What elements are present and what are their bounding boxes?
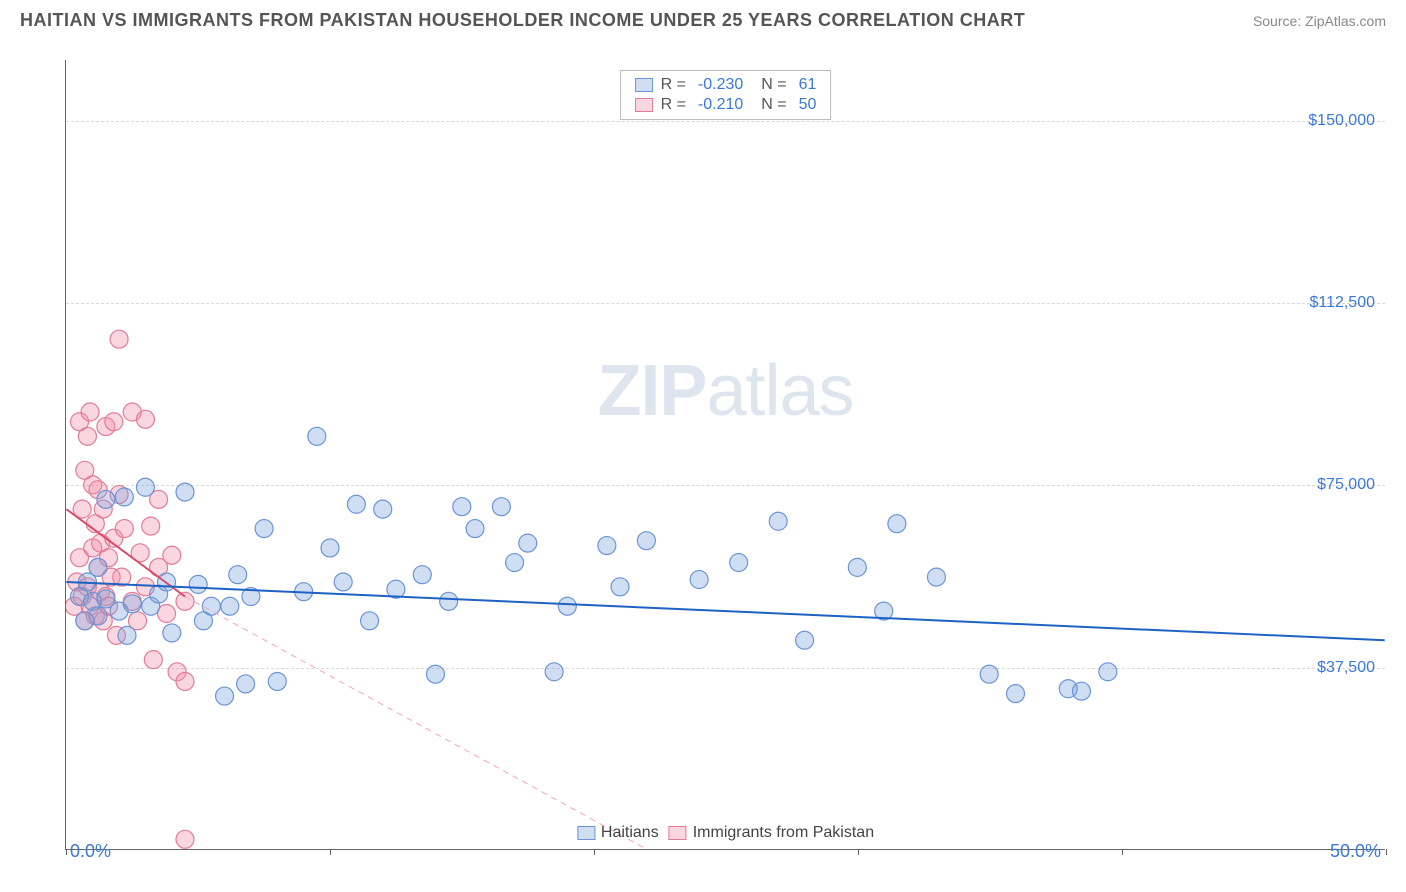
haitians-point: [519, 534, 537, 552]
haitians-point: [440, 592, 458, 610]
haitians-point: [189, 575, 207, 593]
haitians-point: [927, 568, 945, 586]
stats-row-haitians: R = -0.230 N = 61: [635, 75, 817, 95]
correlation-stats-box: R = -0.230 N = 61 R = -0.210 N = 50: [620, 70, 832, 120]
haitians-point: [308, 427, 326, 445]
haitians-point: [796, 631, 814, 649]
source-attribution: Source: ZipAtlas.com: [1253, 13, 1386, 29]
haitians-point: [118, 626, 136, 644]
legend-swatch-pakistan: [669, 826, 687, 840]
haitians-point: [558, 597, 576, 615]
plot-area: ZIPatlas R = -0.230 N = 61 R = -0.210 N …: [65, 60, 1385, 850]
haitians-point: [115, 488, 133, 506]
regression-pakistan-ext: [185, 597, 646, 849]
haitians-point: [221, 597, 239, 615]
x-tick: [858, 849, 859, 855]
haitians-point: [426, 665, 444, 683]
haitians-point: [374, 500, 392, 518]
haitians-point: [163, 624, 181, 642]
haitians-point: [321, 539, 339, 557]
pakistan-point: [136, 410, 154, 428]
pakistan-point: [144, 651, 162, 669]
haitians-point: [506, 554, 524, 572]
haitians-point: [361, 612, 379, 630]
n-value-haitians: 61: [799, 76, 817, 94]
haitians-point: [980, 665, 998, 683]
correlation-chart: Householder Income Under 25 years ZIPatl…: [20, 50, 1386, 870]
x-tick: [594, 849, 595, 855]
haitians-point: [334, 573, 352, 591]
haitians-point: [888, 515, 906, 533]
legend-swatch-haitians: [577, 826, 595, 840]
pakistan-point: [115, 520, 133, 538]
stats-row-pakistan: R = -0.210 N = 50: [635, 95, 817, 115]
haitians-point: [769, 512, 787, 530]
legend-item-pakistan: Immigrants from Pakistan: [669, 824, 874, 842]
haitians-point: [89, 558, 107, 576]
regression-haitians: [66, 582, 1384, 640]
x-tick: [330, 849, 331, 855]
haitians-point: [89, 607, 107, 625]
pakistan-point: [105, 413, 123, 431]
pakistan-point: [110, 330, 128, 348]
r-value-pakistan: -0.210: [698, 96, 743, 114]
haitians-point: [347, 495, 365, 513]
pakistan-point: [176, 673, 194, 691]
pakistan-point: [142, 517, 160, 535]
pakistan-point: [176, 830, 194, 848]
haitians-point: [453, 498, 471, 516]
haitians-point: [413, 566, 431, 584]
haitians-point: [637, 532, 655, 550]
haitians-point: [255, 520, 273, 538]
legend-label-haitians: Haitians: [601, 824, 659, 842]
haitians-point: [176, 483, 194, 501]
haitians-point: [690, 571, 708, 589]
haitians-point: [123, 595, 141, 613]
page-title: HAITIAN VS IMMIGRANTS FROM PAKISTAN HOUS…: [20, 10, 1025, 31]
haitians-point: [492, 498, 510, 516]
haitians-point: [730, 554, 748, 572]
legend-item-haitians: Haitians: [577, 824, 659, 842]
swatch-pakistan: [635, 98, 653, 112]
pakistan-point: [176, 592, 194, 610]
haitians-point: [97, 490, 115, 508]
scatter-svg: [66, 60, 1385, 849]
haitians-point: [268, 673, 286, 691]
swatch-haitians: [635, 78, 653, 92]
pakistan-point: [163, 546, 181, 564]
haitians-point: [466, 520, 484, 538]
legend: Haitians Immigrants from Pakistan: [567, 822, 884, 844]
haitians-point: [216, 687, 234, 705]
haitians-point: [1099, 663, 1117, 681]
haitians-point: [848, 558, 866, 576]
legend-label-pakistan: Immigrants from Pakistan: [693, 824, 874, 842]
pakistan-point: [78, 427, 96, 445]
haitians-point: [202, 597, 220, 615]
pakistan-point: [81, 403, 99, 421]
x-tick: [66, 849, 67, 855]
x-tick: [1122, 849, 1123, 855]
haitians-point: [545, 663, 563, 681]
r-value-haitians: -0.230: [698, 76, 743, 94]
haitians-point: [229, 566, 247, 584]
haitians-point: [1007, 685, 1025, 703]
x-tick: [1386, 849, 1387, 855]
n-value-pakistan: 50: [799, 96, 817, 114]
haitians-point: [136, 478, 154, 496]
haitians-point: [237, 675, 255, 693]
haitians-point: [598, 537, 616, 555]
haitians-point: [611, 578, 629, 596]
haitians-point: [1072, 682, 1090, 700]
